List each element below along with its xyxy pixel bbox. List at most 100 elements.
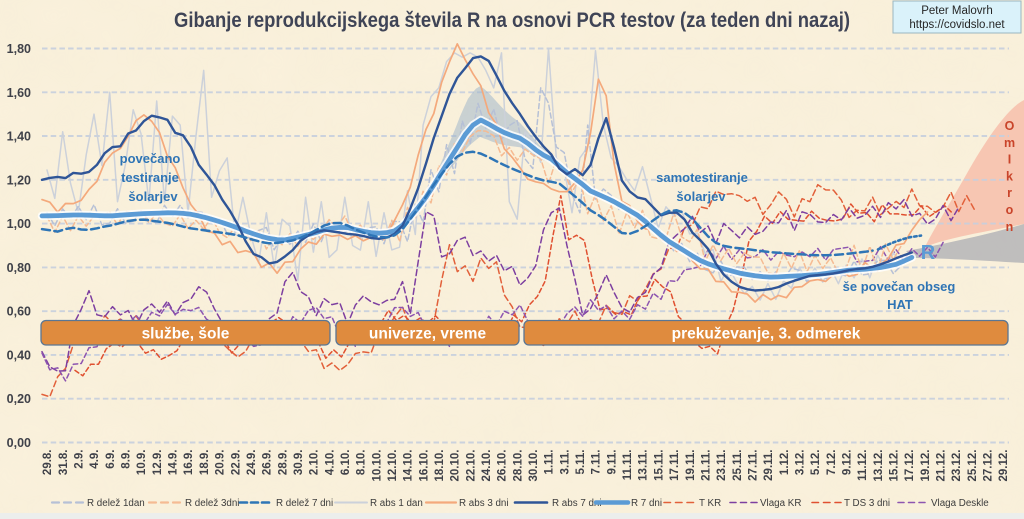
svg-text:27.11.: 27.11. <box>747 450 759 481</box>
svg-text:14.9.: 14.9. <box>168 450 180 476</box>
svg-text:29.11.: 29.11. <box>763 450 775 481</box>
svg-text:24.10.: 24.10. <box>481 450 493 482</box>
svg-text:6.10.: 6.10. <box>340 450 352 476</box>
svg-text:še povečan obseg: še povečan obseg <box>843 279 956 294</box>
svg-text:univerze, vreme: univerze, vreme <box>369 326 487 343</box>
svg-text:13.11.: 13.11. <box>638 450 650 481</box>
svg-text:0,60: 0,60 <box>7 305 31 319</box>
svg-text:25.12.: 25.12. <box>967 450 979 482</box>
svg-text:15.12.: 15.12. <box>889 450 901 482</box>
svg-text:n: n <box>1006 220 1014 234</box>
svg-text:šolarjev: šolarjev <box>128 189 178 204</box>
svg-text:samotestiranje: samotestiranje <box>656 170 748 185</box>
svg-text:1.11.: 1.11. <box>544 450 556 475</box>
svg-text:30.10.: 30.10. <box>528 450 540 482</box>
svg-text:12.9.: 12.9. <box>152 450 164 476</box>
svg-text:17.12.: 17.12. <box>904 450 916 482</box>
svg-text:19.11.: 19.11. <box>685 450 697 481</box>
svg-text:22.10.: 22.10. <box>465 450 477 482</box>
svg-text:13.12.: 13.12. <box>873 450 885 482</box>
svg-text:8.10.: 8.10. <box>356 450 368 476</box>
svg-text:Peter Malovrh: Peter Malovrh <box>921 5 993 17</box>
svg-text:3.11.: 3.11. <box>559 450 571 475</box>
svg-text:3.12.: 3.12. <box>795 450 807 476</box>
svg-text:26.10.: 26.10. <box>497 450 509 482</box>
svg-text:T KR: T KR <box>699 498 721 509</box>
svg-text:testiranje: testiranje <box>121 170 179 185</box>
svg-text:9.12.: 9.12. <box>842 450 854 476</box>
svg-text:6.9.: 6.9. <box>105 450 117 469</box>
svg-text:2.9.: 2.9. <box>74 450 86 469</box>
svg-text:23.11.: 23.11. <box>716 450 728 481</box>
svg-text:18.10.: 18.10. <box>434 450 446 482</box>
svg-text:24.9.: 24.9. <box>246 450 258 476</box>
svg-text:23.12.: 23.12. <box>951 450 963 482</box>
svg-text:R abs 3 dni: R abs 3 dni <box>459 498 509 509</box>
svg-text:16.9.: 16.9. <box>183 450 195 476</box>
svg-text:30.9.: 30.9. <box>293 450 305 476</box>
svg-text:HAT: HAT <box>887 297 913 312</box>
svg-text:r: r <box>1007 186 1012 200</box>
svg-text:21.11.: 21.11. <box>700 450 712 481</box>
svg-text:2.10.: 2.10. <box>309 450 321 476</box>
svg-text:18.9.: 18.9. <box>199 450 211 476</box>
svg-text:10.9.: 10.9. <box>136 450 148 476</box>
svg-text:Vlaga KR: Vlaga KR <box>760 498 801 509</box>
svg-text:9.11.: 9.11. <box>606 450 618 475</box>
svg-text:4.10.: 4.10. <box>324 450 336 476</box>
svg-text:20.10.: 20.10. <box>450 450 462 482</box>
svg-text:R: R <box>921 242 936 264</box>
svg-text:15.11.: 15.11. <box>653 450 665 481</box>
svg-text:R abs 1 dan: R abs 1 dan <box>370 498 423 509</box>
svg-text:20.9.: 20.9. <box>215 450 227 476</box>
svg-text:27.12.: 27.12. <box>983 450 995 482</box>
svg-text:11.12.: 11.12. <box>857 450 869 481</box>
svg-text:R delež 7 dni: R delež 7 dni <box>276 498 333 509</box>
svg-text:7.12.: 7.12. <box>826 450 838 476</box>
svg-text:7.11.: 7.11. <box>591 450 603 475</box>
svg-text:https://covidslo.net: https://covidslo.net <box>909 19 1005 31</box>
svg-text:28.9.: 28.9. <box>277 450 289 476</box>
svg-text:1.12.: 1.12. <box>779 450 791 476</box>
svg-text:31.8.: 31.8. <box>58 450 70 476</box>
svg-text:25.11.: 25.11. <box>732 450 744 481</box>
svg-text:R delež 1dan: R delež 1dan <box>87 498 145 509</box>
svg-text:22.9.: 22.9. <box>230 450 242 476</box>
svg-text:1,40: 1,40 <box>7 130 31 144</box>
svg-text:1,20: 1,20 <box>7 173 31 187</box>
svg-text:29.12.: 29.12. <box>998 450 1010 482</box>
svg-text:28.10.: 28.10. <box>512 450 524 482</box>
svg-text:1,00: 1,00 <box>7 217 31 231</box>
svg-text:I: I <box>1008 153 1011 167</box>
svg-text:10.10.: 10.10. <box>371 450 383 482</box>
svg-text:1,80: 1,80 <box>7 42 31 56</box>
svg-text:službe, šole: službe, šole <box>142 326 230 343</box>
svg-text:5.12.: 5.12. <box>810 450 822 476</box>
svg-text:11.11.: 11.11. <box>622 450 634 481</box>
svg-text:19.12.: 19.12. <box>920 450 932 482</box>
svg-text:17.11.: 17.11. <box>669 450 681 481</box>
svg-text:R delež 3dni: R delež 3dni <box>185 498 239 509</box>
svg-text:1,60: 1,60 <box>7 86 31 100</box>
svg-text:T DS 3 dni: T DS 3 dni <box>844 498 890 509</box>
svg-text:m: m <box>1004 136 1015 150</box>
svg-text:8.9.: 8.9. <box>121 450 133 469</box>
svg-text:prekuževanje, 3. odmerek: prekuževanje, 3. odmerek <box>672 326 861 343</box>
svg-text:0,20: 0,20 <box>7 392 31 406</box>
svg-text:R 7 dni: R 7 dni <box>631 498 662 509</box>
svg-text:21.12.: 21.12. <box>936 450 948 482</box>
svg-text:povečano: povečano <box>120 151 181 166</box>
svg-text:0,40: 0,40 <box>7 348 31 362</box>
svg-text:26.9.: 26.9. <box>262 450 274 476</box>
svg-text:o: o <box>1006 203 1014 217</box>
svg-text:4.9.: 4.9. <box>89 450 101 469</box>
svg-text:5.11.: 5.11. <box>575 450 587 475</box>
svg-text:Vlaga Deskle: Vlaga Deskle <box>931 498 989 509</box>
svg-text:šolarjev: šolarjev <box>676 189 726 204</box>
svg-text:O: O <box>1005 119 1015 133</box>
svg-text:12.10.: 12.10. <box>387 450 399 482</box>
svg-text:16.10.: 16.10. <box>418 450 430 482</box>
svg-text:14.10.: 14.10. <box>403 450 415 482</box>
svg-text:0,80: 0,80 <box>7 261 31 275</box>
svg-text:Gibanje reprodukcijskega števi: Gibanje reprodukcijskega števila R na os… <box>174 9 850 32</box>
